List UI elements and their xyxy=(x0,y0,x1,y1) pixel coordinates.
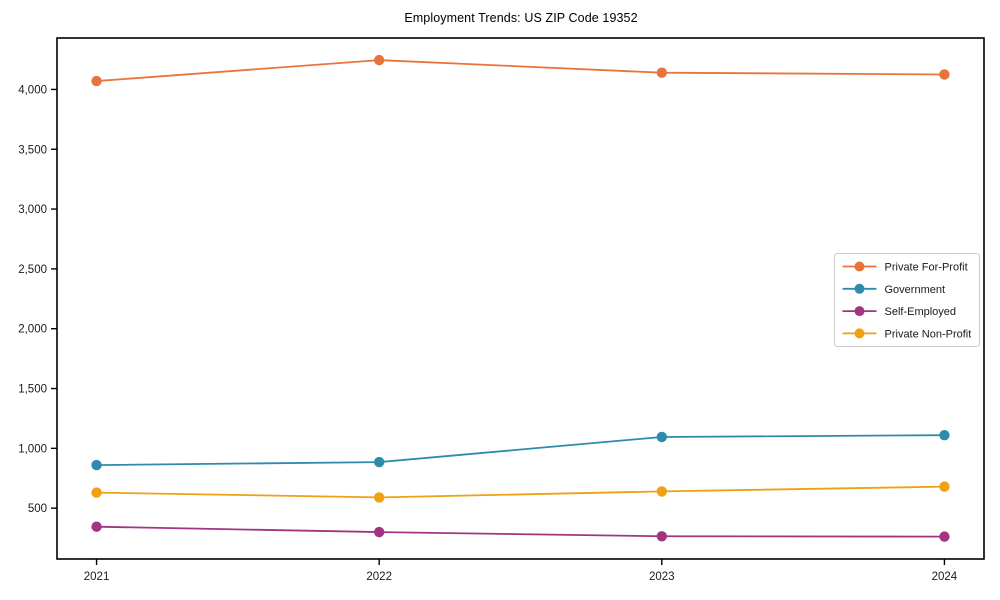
series-line xyxy=(96,434,945,466)
series-private-non-profit xyxy=(91,481,950,503)
legend-marker-dot xyxy=(854,306,865,317)
x-tick-label: 2022 xyxy=(366,571,392,583)
data-point xyxy=(91,487,102,498)
y-tick-label: 3,000 xyxy=(18,204,47,216)
legend-item-self-employed: Self-Employed xyxy=(842,306,957,318)
data-point xyxy=(656,431,668,443)
y-tick-label: 500 xyxy=(28,503,47,515)
data-point xyxy=(373,54,385,66)
legend-marker-dot xyxy=(854,328,865,339)
data-point xyxy=(656,67,668,78)
legend-item-private-for-profit: Private For-Profit xyxy=(842,261,968,274)
data-point xyxy=(91,459,102,471)
y-tick-label: 3,500 xyxy=(18,144,47,156)
y-tick-label: 4,000 xyxy=(18,84,47,96)
data-point xyxy=(939,531,950,542)
y-tick-label: 2,500 xyxy=(18,264,47,276)
legend-marker-dot xyxy=(854,283,865,294)
series-line xyxy=(96,525,945,538)
series-government xyxy=(91,429,950,471)
data-point xyxy=(373,492,385,503)
data-point xyxy=(373,456,385,468)
legend-item-private-non-profit: Private Non-Profit xyxy=(842,328,972,340)
plot-frame xyxy=(56,37,985,560)
legend-label: Government xyxy=(885,284,946,296)
legend: Private For-Profit Government Self-Employe… xyxy=(834,253,980,347)
data-point xyxy=(939,69,950,80)
x-tick-label: 2021 xyxy=(84,571,110,583)
legend-label: Private Non-Profit xyxy=(885,328,972,340)
x-tick-label: 2023 xyxy=(649,571,675,583)
y-tick-label: 1,500 xyxy=(18,384,47,396)
data-point xyxy=(91,75,102,87)
series-line xyxy=(96,59,945,82)
legend-box xyxy=(834,253,980,347)
data-point xyxy=(656,531,668,542)
chart-title: Employment Trends: US ZIP Code 19352 xyxy=(404,11,638,25)
data-point xyxy=(939,481,950,492)
data-point xyxy=(373,526,385,538)
y-tick-label: 2,000 xyxy=(18,324,47,336)
x-tick-label: 2024 xyxy=(932,571,958,583)
legend-label: Self-Employed xyxy=(885,306,957,318)
data-point xyxy=(91,521,102,532)
data-point xyxy=(939,429,950,441)
data-point xyxy=(656,486,668,497)
series-private-for-profit xyxy=(91,54,950,87)
legend-label: Private For-Profit xyxy=(885,262,968,274)
legend-item-government: Government xyxy=(842,283,946,296)
series-self-employed xyxy=(91,521,950,542)
y-tick-label: 1,000 xyxy=(18,443,47,455)
legend-marker-dot xyxy=(854,261,865,272)
series-line xyxy=(96,485,945,499)
